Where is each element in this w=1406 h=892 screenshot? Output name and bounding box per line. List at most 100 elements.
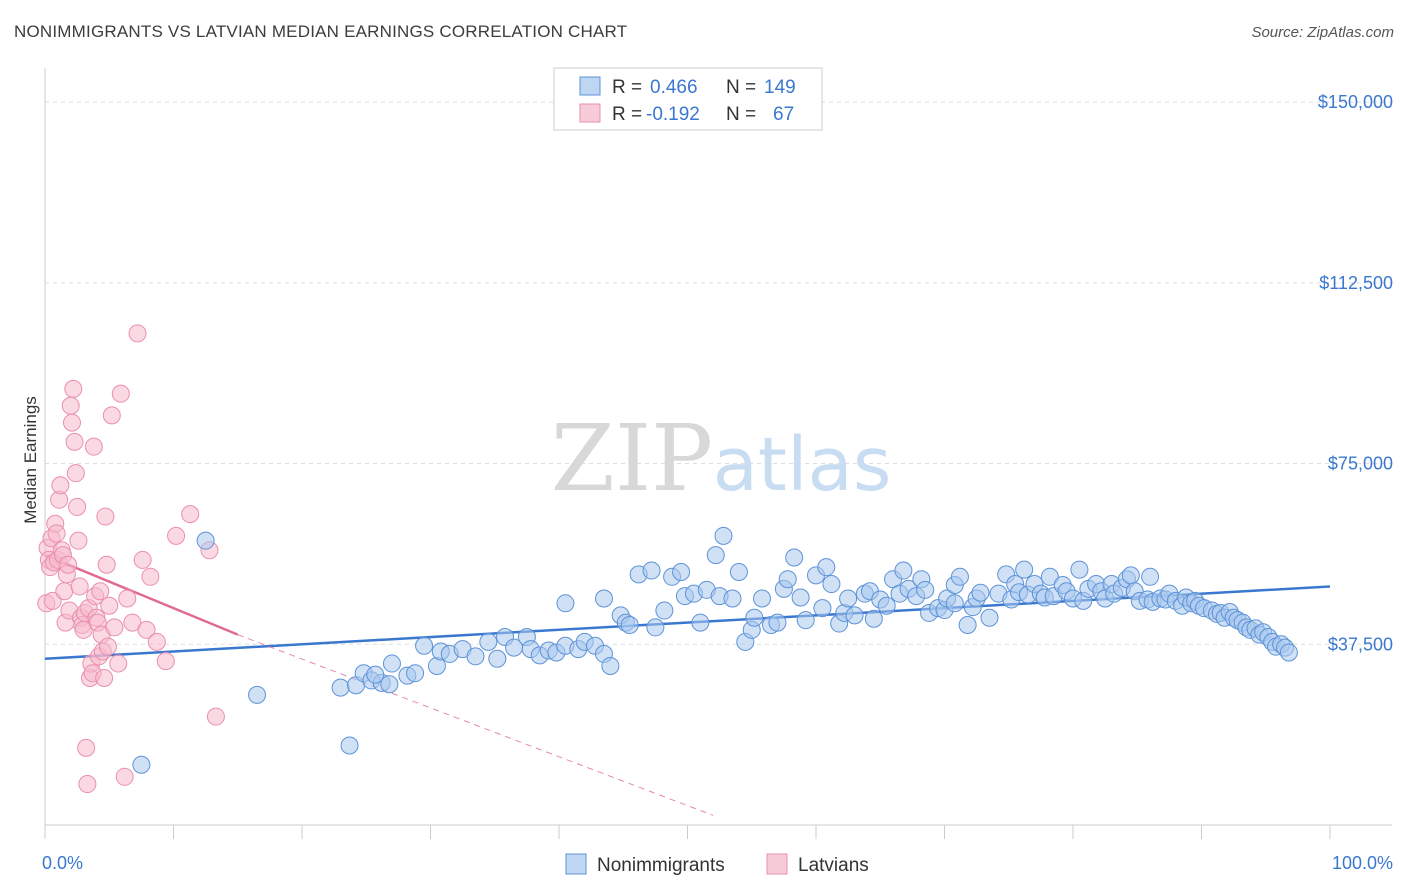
nonimmigrants-point xyxy=(1121,566,1140,585)
y-tick-label: $75,000 xyxy=(1328,454,1393,474)
nonimmigrants-point xyxy=(406,664,425,683)
latvians-point xyxy=(70,577,89,596)
nonimmigrants-point xyxy=(813,599,832,618)
nonimmigrants-point xyxy=(331,678,350,697)
latvians-point xyxy=(111,384,130,403)
nonimmigrants-point xyxy=(753,589,772,608)
nonimmigrants-point xyxy=(778,570,797,589)
legend-n-value: 67 xyxy=(773,104,794,125)
nonimmigrants-point xyxy=(745,608,764,627)
nonimmigrants-point xyxy=(822,575,841,594)
nonimmigrants-point xyxy=(196,531,215,550)
gridlines xyxy=(45,101,1392,645)
nonimmigrants-point xyxy=(1040,567,1059,586)
nonimmigrants-point xyxy=(479,632,498,651)
legend-label-latvians: Latvians xyxy=(798,855,869,876)
nonimmigrants-point xyxy=(785,548,804,567)
nonimmigrants-point xyxy=(877,596,896,615)
nonimmigrants-point xyxy=(642,561,661,580)
latvians-point xyxy=(115,767,134,786)
nonimmigrants-point xyxy=(845,606,864,625)
nonimmigrants-point xyxy=(958,615,977,634)
nonimmigrants-point xyxy=(556,594,575,613)
nonimmigrants-point xyxy=(817,558,836,577)
latvians-point xyxy=(156,652,175,671)
latvians-point xyxy=(91,582,110,601)
series-legend: Nonimmigrants Latvians xyxy=(565,853,869,876)
nonimmigrants-point xyxy=(655,601,674,620)
latvians-point xyxy=(181,505,200,524)
nonimmigrants-point xyxy=(706,546,725,565)
latvians-point xyxy=(118,589,137,608)
nonimmigrants-point xyxy=(916,580,935,599)
latvians-points xyxy=(37,324,225,794)
latvians-point xyxy=(61,396,80,415)
latvians-point xyxy=(98,637,117,656)
legend-r-value: -0.192 xyxy=(646,104,700,125)
nonimmigrants-point xyxy=(723,589,742,608)
latvians-point xyxy=(95,669,114,688)
legend-n-value: 149 xyxy=(764,77,796,98)
nonimmigrants-point xyxy=(945,594,964,613)
latvians-point xyxy=(128,324,147,343)
legend-label-nonimmigrants: Nonimmigrants xyxy=(597,855,725,876)
nonimmigrants-point xyxy=(646,618,665,637)
latvians-trend-extension xyxy=(237,634,714,816)
nonimmigrants-point xyxy=(894,561,913,580)
latvians-point xyxy=(78,775,97,794)
nonimmigrants-point xyxy=(340,736,359,755)
latvians-point xyxy=(141,567,160,586)
latvians-point xyxy=(206,707,225,726)
nonimmigrants-point xyxy=(1015,560,1034,579)
latvians-point xyxy=(167,526,186,545)
source-label: Source: ZipAtlas.com xyxy=(1251,24,1394,41)
nonimmigrants-point xyxy=(132,755,151,774)
nonimmigrants-point xyxy=(839,589,858,608)
nonimmigrants-points xyxy=(132,526,1298,774)
nonimmigrants-point xyxy=(714,526,733,545)
legend-swatch-blue xyxy=(579,76,601,96)
latvians-point xyxy=(47,524,66,543)
nonimmigrants-point xyxy=(971,583,990,602)
nonimmigrants-point xyxy=(980,608,999,627)
nonimmigrants-point xyxy=(601,656,620,675)
latvians-point xyxy=(123,613,142,632)
latvians-point xyxy=(102,406,121,425)
y-tick-label: $150,000 xyxy=(1318,92,1393,112)
latvians-point xyxy=(68,497,87,516)
latvians-point xyxy=(64,379,83,398)
y-axis-label: Median Earnings xyxy=(21,396,40,524)
latvians-point xyxy=(109,654,128,673)
nonimmigrants-point xyxy=(380,675,399,694)
nonimmigrants-point xyxy=(672,562,691,581)
latvians-point xyxy=(100,596,119,615)
legend-r-value: 0.466 xyxy=(650,77,698,98)
nonimmigrants-point xyxy=(768,613,787,632)
nonimmigrants-point xyxy=(729,562,748,581)
y-tick-label: $37,500 xyxy=(1328,634,1393,654)
nonimmigrants-point xyxy=(620,615,639,634)
latvians-point xyxy=(96,507,115,526)
latvians-point xyxy=(105,618,124,637)
nonimmigrants-point xyxy=(950,567,969,586)
chart-title: NONIMMIGRANTS VS LATVIAN MEDIAN EARNINGS… xyxy=(14,22,628,41)
legend-r-label: R = xyxy=(612,77,642,98)
legend-swatch-latvians xyxy=(766,853,788,875)
nonimmigrants-point xyxy=(415,636,434,655)
nonimmigrants-point xyxy=(864,609,883,628)
latvians-point xyxy=(77,738,96,757)
latvians-point xyxy=(66,464,85,483)
legend-swatch-nonimmigrants xyxy=(565,853,587,875)
tick-labels: $37,500 $75,000 $112,500 $150,000 0.0% 100.0% xyxy=(42,92,1393,873)
nonimmigrants-point xyxy=(488,649,507,668)
legend-n-label: N = xyxy=(726,77,756,98)
latvians-point xyxy=(62,413,81,432)
legend-n-label: N = xyxy=(726,104,756,125)
x-tick-label: 100.0% xyxy=(1332,853,1393,873)
latvians-point xyxy=(65,432,84,451)
latvians-point xyxy=(84,437,103,456)
latvians-point xyxy=(69,531,88,550)
nonimmigrants-point xyxy=(791,588,810,607)
nonimmigrants-point xyxy=(691,613,710,632)
latvians-point xyxy=(43,591,62,610)
